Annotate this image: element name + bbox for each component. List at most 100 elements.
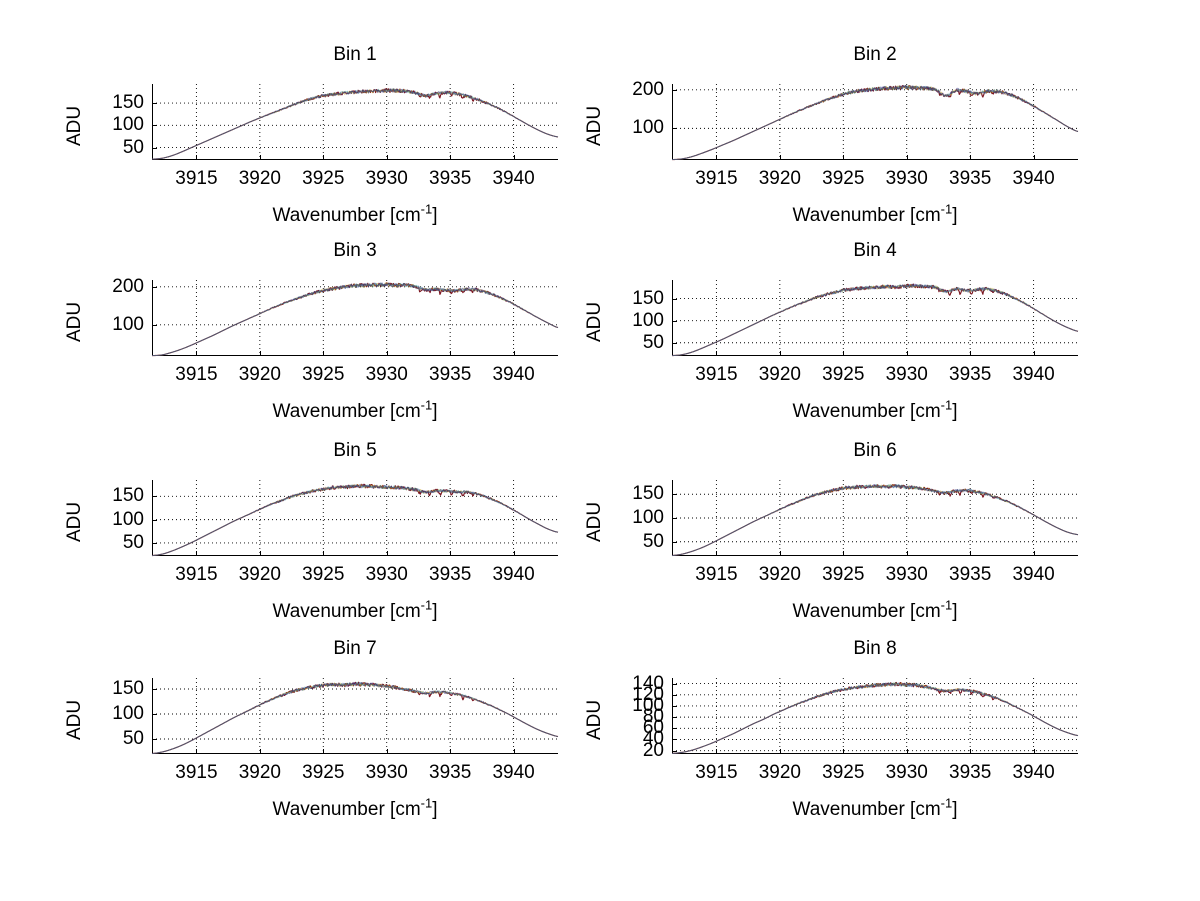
y-tick-mark xyxy=(672,541,677,543)
y-tick-mark xyxy=(672,750,677,752)
y-tick-label: 150 xyxy=(112,678,144,699)
plot-area xyxy=(671,84,1079,161)
x-tick-mark xyxy=(323,155,325,160)
x-tick-mark xyxy=(970,749,972,754)
spectrum-trace xyxy=(151,88,559,160)
x-tick-label: 3925 xyxy=(302,564,345,585)
x-axis-label-bracket: ] xyxy=(952,205,958,226)
y-tick-label: 150 xyxy=(112,485,144,507)
spectrum-trace xyxy=(151,282,559,357)
y-tick-mark xyxy=(152,542,157,544)
spectrum-trace xyxy=(151,681,559,754)
x-tick-label: 3930 xyxy=(885,364,928,385)
x-axis-label-bracket: ] xyxy=(952,799,958,820)
x-tick-label: 3940 xyxy=(492,364,535,385)
x-tick-mark xyxy=(450,351,452,356)
x-tick-label: 3915 xyxy=(695,564,738,585)
y-tick-label: 40 xyxy=(642,728,664,750)
x-axis-label-text: Wavenumber [cm xyxy=(272,601,421,622)
spectrum-trace xyxy=(671,682,1079,754)
axis-frame xyxy=(672,84,1078,160)
subplot-bin-7: Bin 7 3915 3920 3925 3930 3935 3940 50 100 150 ADU… xyxy=(52,638,598,844)
x-tick-mark xyxy=(716,749,718,754)
x-axis-label: Wavenumber [cm-1] xyxy=(672,201,1078,227)
subplot-title: Bin 7 xyxy=(333,638,377,659)
x-axis-label-exponent: -1 xyxy=(940,597,953,613)
spectrum-trace xyxy=(671,484,1079,556)
y-tick-mark xyxy=(672,342,677,344)
axis-frame xyxy=(152,678,558,754)
x-tick-label: 3935 xyxy=(949,168,992,189)
subplot-bin-3: Bin 3 3915 3920 3925 3930 3935 3940 100 200 ADU Wa… xyxy=(52,240,598,446)
spectrum-plot xyxy=(151,678,559,755)
subplot-bin-6: Bin 6 3915 3920 3925 3930 3935 3940 50 100 150 ADU… xyxy=(572,440,1118,646)
x-tick-label: 3940 xyxy=(492,564,535,585)
y-tick-mark xyxy=(672,518,677,519)
x-tick-label: 3930 xyxy=(885,762,928,783)
x-tick-label: 3925 xyxy=(822,762,865,783)
y-tick-mark xyxy=(152,739,157,740)
spectrum-trace xyxy=(151,282,559,357)
subplot-title: Bin 2 xyxy=(853,44,897,65)
x-tick-mark xyxy=(906,155,908,160)
x-axis-label-exponent: -1 xyxy=(940,201,953,217)
plot-area xyxy=(151,480,559,557)
y-tick-label: 100 xyxy=(112,313,144,335)
spectrum-trace xyxy=(671,681,1079,755)
spectrum-plot xyxy=(671,480,1079,557)
x-axis-label: Wavenumber [cm-1] xyxy=(152,597,558,623)
x-tick-label: 3925 xyxy=(302,168,345,189)
x-tick-mark xyxy=(196,155,198,160)
y-tick-label: 100 xyxy=(632,507,664,528)
x-tick-label: 3925 xyxy=(302,364,345,385)
y-tick-label: 100 xyxy=(112,114,144,136)
x-tick-label: 3920 xyxy=(758,762,801,783)
x-tick-mark xyxy=(1033,551,1035,556)
x-axis-label-text: Wavenumber [cm xyxy=(272,401,421,422)
subplot-title: Bin 6 xyxy=(853,440,897,461)
spectrum-trace xyxy=(671,283,1079,356)
x-tick-label: 3940 xyxy=(492,762,535,783)
y-tick-label: 150 xyxy=(632,483,664,505)
x-axis-label-exponent: -1 xyxy=(420,597,433,613)
y-tick-label: 50 xyxy=(122,728,144,749)
y-tick-mark xyxy=(152,147,157,149)
y-tick-label: 100 xyxy=(632,694,664,716)
y-tick-label: 100 xyxy=(632,117,664,139)
x-tick-mark xyxy=(513,551,515,556)
x-tick-label: 3930 xyxy=(365,364,408,385)
x-tick-label: 3925 xyxy=(302,762,345,783)
x-axis-label-bracket: ] xyxy=(952,601,958,622)
subplot-bin-5: Bin 5 3915 3920 3925 3930 3935 3940 50 100 150 ADU… xyxy=(52,440,598,646)
y-tick-mark xyxy=(152,714,157,715)
y-tick-mark xyxy=(152,496,157,498)
x-tick-label: 3920 xyxy=(238,762,281,783)
x-tick-label: 3920 xyxy=(238,364,281,385)
spectrum-trace xyxy=(151,282,559,357)
x-axis-label-text: Wavenumber [cm xyxy=(272,799,421,820)
subplot-title: Bin 8 xyxy=(853,638,897,659)
y-tick-label: 150 xyxy=(112,92,144,114)
x-tick-label: 3935 xyxy=(429,564,472,585)
y-tick-mark xyxy=(672,320,677,322)
y-tick-label: 50 xyxy=(122,136,144,158)
x-axis-label: Wavenumber [cm-1] xyxy=(672,797,1078,821)
spectrum-trace xyxy=(671,682,1079,754)
x-tick-mark xyxy=(1033,749,1035,754)
spectrum-trace xyxy=(151,682,559,754)
plot-area xyxy=(151,678,559,755)
spectrum-trace xyxy=(151,681,559,755)
y-tick-label: 140 xyxy=(632,672,664,694)
x-axis-label-bracket: ] xyxy=(432,601,438,622)
x-tick-mark xyxy=(716,551,718,556)
y-axis-label: ADU xyxy=(584,501,605,542)
x-tick-mark xyxy=(513,351,515,356)
y-axis-label: ADU xyxy=(64,501,85,542)
y-tick-label: 150 xyxy=(632,287,664,309)
spectrum-trace xyxy=(671,484,1079,557)
x-tick-label: 3915 xyxy=(695,762,738,783)
y-axis-label: ADU xyxy=(584,699,605,740)
x-axis-label-bracket: ] xyxy=(432,799,438,820)
x-tick-mark xyxy=(196,749,198,754)
